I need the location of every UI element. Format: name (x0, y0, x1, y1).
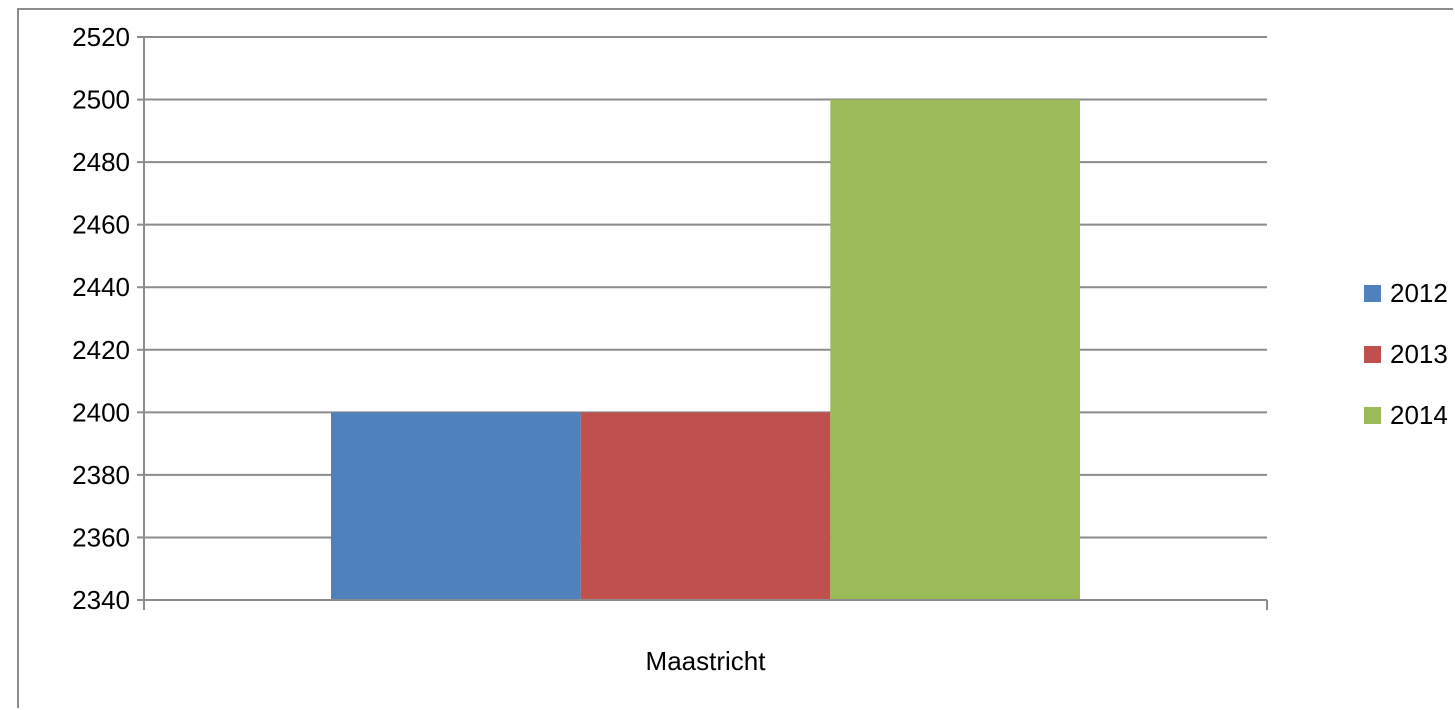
legend-swatch-2014 (1364, 407, 1381, 424)
chart-frame (17, 8, 1453, 708)
y-tick-label: 2420 (72, 335, 130, 365)
legend-swatch-2013 (1364, 346, 1381, 363)
y-tick-label: 2360 (72, 522, 130, 552)
legend: 2012 2013 2014 (1364, 278, 1448, 430)
y-tick-label: 2440 (72, 272, 130, 302)
y-tick-label: 2480 (72, 147, 130, 177)
bar-2014-Maastricht (830, 99, 1081, 601)
legend-label-2014: 2014 (1390, 400, 1448, 430)
y-tick-label: 2340 (72, 585, 130, 615)
y-tick-label: 2520 (72, 22, 130, 52)
bar-2013-Maastricht (580, 412, 831, 600)
y-axis-tick-labels: 2340 2360 2380 2400 2420 2440 2460 2480 2500 2520 (72, 22, 130, 615)
legend-label-2012: 2012 (1390, 278, 1448, 308)
x-axis-tick-labels: Maastricht (646, 646, 767, 676)
y-tick-label: 2400 (72, 397, 130, 427)
axes (137, 36, 1268, 610)
y-tick-label: 2460 (72, 210, 130, 240)
legend-swatch-2012 (1364, 285, 1381, 302)
y-tick-label: 2500 (72, 85, 130, 115)
x-tick-label: Maastricht (646, 646, 767, 676)
legend-label-2013: 2013 (1390, 339, 1448, 369)
bar-2012-Maastricht (330, 412, 581, 600)
bars (330, 99, 1081, 601)
y-tick-label: 2380 (72, 460, 130, 490)
